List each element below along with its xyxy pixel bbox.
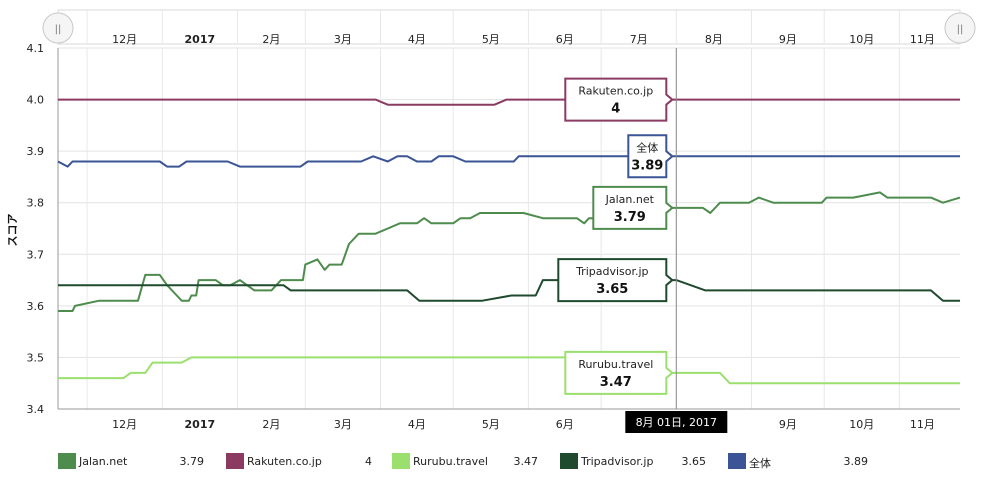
navigator-right-handle[interactable]: ||: [944, 12, 976, 44]
legend-item[interactable]: Rurubu.travel 3.47: [392, 452, 552, 470]
navigator-tick-label: 2017: [185, 33, 216, 46]
y-tick-label: 3.8: [27, 197, 45, 210]
series-line: [58, 356, 960, 385]
navigator-tick-label: 2月: [262, 33, 280, 46]
x-tick-label: 11月: [910, 418, 935, 431]
tooltips: Rakuten.co.jp 4 全体 3.89 Jalan.net 3.79 Tripadv…: [557, 77, 674, 395]
x-tick-label: 10月: [849, 418, 874, 431]
x-tick-label: 2017: [185, 418, 216, 431]
navigator-labels: 12月 2017 2月 3月 4月 5月 6月 7月 8月 9月 10月 11月: [112, 33, 935, 46]
x-tick-label: 6月: [556, 418, 574, 431]
y-tick-label: 3.4: [27, 403, 45, 416]
crosshair-date-box: [625, 411, 728, 433]
legend-name: Rakuten.co.jp: [247, 455, 322, 468]
navigator-left-handle[interactable]: ||: [42, 12, 74, 44]
x-tick-label: 3月: [334, 418, 352, 431]
legend-name: Rurubu.travel: [413, 455, 488, 468]
legend-swatch: [392, 453, 410, 469]
navigator[interactable]: 12月 2017 2月 3月 4月 5月 6月 7月 8月 9月 10月 11月 || ||: [42, 9, 976, 46]
legend-swatch: [728, 453, 746, 469]
x-tick-label: 9月: [779, 418, 797, 431]
tooltip-title: Tripadvisor.jp: [575, 265, 648, 278]
legend-item[interactable]: 全体 3.89: [728, 452, 888, 470]
legend-value: 3.89: [843, 455, 869, 468]
navigator-grid: [86, 10, 900, 44]
navigator-tick-label: 8月: [705, 33, 723, 46]
navigator-tick-label: 10月: [849, 33, 874, 46]
navigator-tick-label: 4月: [408, 33, 426, 46]
navigator-right-handle-circle[interactable]: [944, 12, 976, 44]
tooltip-box: [557, 258, 674, 303]
tooltip-value: 3.65: [596, 282, 628, 297]
legend-item[interactable]: Tripadvisor.jp 3.65: [560, 452, 720, 470]
series-line: [58, 279, 960, 302]
tooltip-value: 3.47: [600, 375, 632, 390]
tooltip-value: 3.89: [631, 158, 663, 173]
series-line: [58, 191, 961, 312]
tooltip: Jalan.net 3.79: [592, 185, 674, 230]
crosshair-date-tooltip: 8月 01日, 2017: [625, 411, 728, 433]
navigator-tick-label: 7月: [630, 33, 648, 46]
legend-name: 全体: [749, 457, 771, 470]
tooltip-box: [627, 134, 674, 179]
plot-background: [58, 48, 960, 409]
x-tick-label: 4月: [408, 418, 426, 431]
y-tick-label: 4.0: [27, 94, 45, 107]
series-line: [57, 155, 960, 168]
navigator-tick-label: 12月: [112, 33, 137, 46]
x-tick-label: 12月: [112, 418, 137, 431]
legend-swatch: [58, 453, 76, 469]
tooltip-value: 3.79: [614, 210, 646, 225]
tooltip-title: 全体: [636, 140, 658, 154]
x-tick-label: 5月: [482, 418, 500, 431]
legend-name: Jalan.net: [79, 455, 128, 468]
legend-name: Tripadvisor.jp: [581, 455, 654, 468]
y-tick-label: 3.7: [27, 248, 45, 261]
y-tick-label: 4.1: [27, 42, 45, 55]
tooltip-box: [564, 350, 674, 395]
navigator-tick-label: 3月: [334, 33, 352, 46]
plot-area: 3.4 3.5 3.6 3.7 3.8 3.9 4.0 4.1 12月 2017 2月 3月 4月 5月…: [6, 42, 961, 433]
tooltip: Rakuten.co.jp 4: [564, 77, 674, 122]
tooltip: Rurubu.travel 3.47: [564, 350, 674, 395]
crosshair-date-label: 8月 01日, 2017: [636, 416, 717, 429]
tooltip: 全体 3.89: [627, 134, 674, 179]
legend-swatch: [226, 453, 244, 469]
y-tick-labels: 3.4 3.5 3.6 3.7 3.8 3.9 4.0 4.1: [27, 42, 45, 416]
tooltip-box: [564, 77, 674, 122]
navigator-tick-label: 5月: [482, 33, 500, 46]
navigator-tick-label: 9月: [779, 33, 797, 46]
y-tick-label: 3.9: [27, 145, 45, 158]
legend-item[interactable]: Rakuten.co.jp 4: [226, 452, 386, 470]
tooltip-title: Rurubu.travel: [578, 358, 653, 371]
legend-value: 4: [365, 455, 372, 468]
tooltip: Tripadvisor.jp 3.65: [557, 258, 674, 303]
tooltip-value: 4: [611, 102, 620, 117]
legend-value: 3.65: [681, 455, 707, 468]
tooltip-title: Rakuten.co.jp: [578, 85, 653, 98]
legend-value: 3.47: [513, 455, 539, 468]
legend-value: 3.79: [179, 455, 205, 468]
legend-swatch: [560, 453, 578, 469]
navigator-background: [57, 9, 961, 45]
y-tick-label: 3.5: [27, 351, 45, 364]
tooltip-title: Jalan.net: [605, 193, 655, 206]
x-tick-label: 2月: [262, 418, 280, 431]
navigator-left-handle-grip[interactable]: ||: [55, 24, 62, 35]
navigator-tick-label: 11月: [910, 33, 935, 46]
y-tick-label: 3.6: [27, 300, 45, 313]
navigator-right-handle-grip[interactable]: ||: [957, 24, 964, 35]
navigator-left-handle-circle[interactable]: [42, 12, 74, 44]
y-axis-label: スコア: [6, 214, 19, 247]
tooltip-box: [592, 185, 674, 230]
navigator-tick-label: 6月: [556, 33, 574, 46]
legend-item[interactable]: Jalan.net 3.79: [58, 452, 218, 470]
